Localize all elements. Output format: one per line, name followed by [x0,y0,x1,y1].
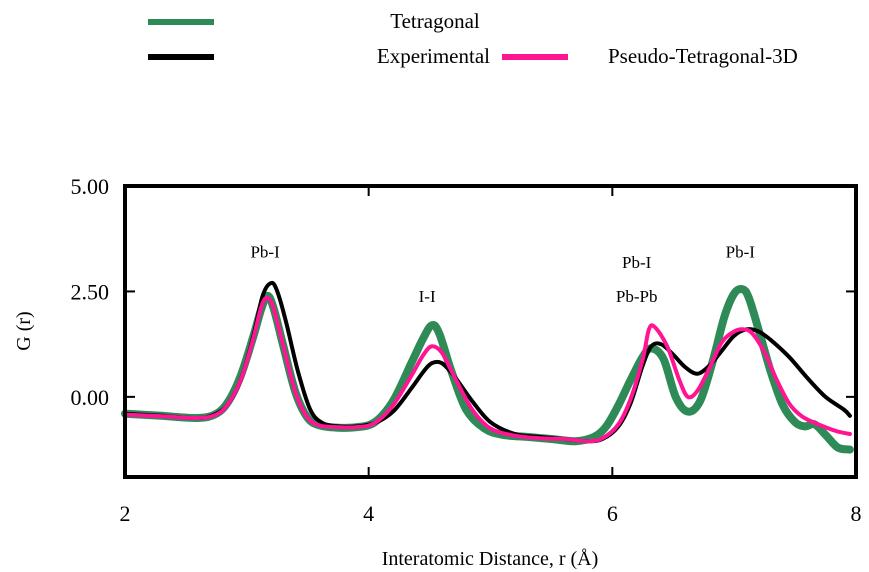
y-tick-label: 5.00 [71,174,110,199]
peak-annotation: I-I [419,287,436,306]
series-line-experimental [123,280,852,444]
peak-annotation: Pb-I [622,253,652,272]
x-tick-label: 2 [120,501,131,526]
x-axis: 2 4 6 8 [120,186,862,526]
plot-frame [123,184,858,479]
series-layer [121,280,854,454]
x-tick-label: 8 [851,501,862,526]
y-axis-label: G (r) [13,311,35,350]
peak-annotation: Pb-Pb [616,287,658,306]
x-axis-label: Interatomic Distance, r (Å) [382,548,599,570]
series-line-pseudo-tetragonal-3d [123,295,852,444]
peak-annotation: Pb-I [726,243,756,262]
y-tick-label: 0.00 [71,385,110,410]
peak-annotation: Pb-I [250,243,280,262]
legend-label: Experimental [377,44,490,68]
x-tick-label: 4 [363,501,374,526]
legend: Tetragonal Experimental Pseudo-Tetragonal-… [148,9,798,68]
legend-label: Tetragonal [390,9,480,33]
annotations: Pb-I I-I Pb-I Pb-Pb Pb-I [250,243,755,306]
y-tick-label: 2.50 [71,279,110,304]
legend-label: Pseudo-Tetragonal-3D [608,44,798,68]
y-axis: 0.00 2.50 5.00 [71,174,856,410]
x-tick-label: 6 [607,501,618,526]
